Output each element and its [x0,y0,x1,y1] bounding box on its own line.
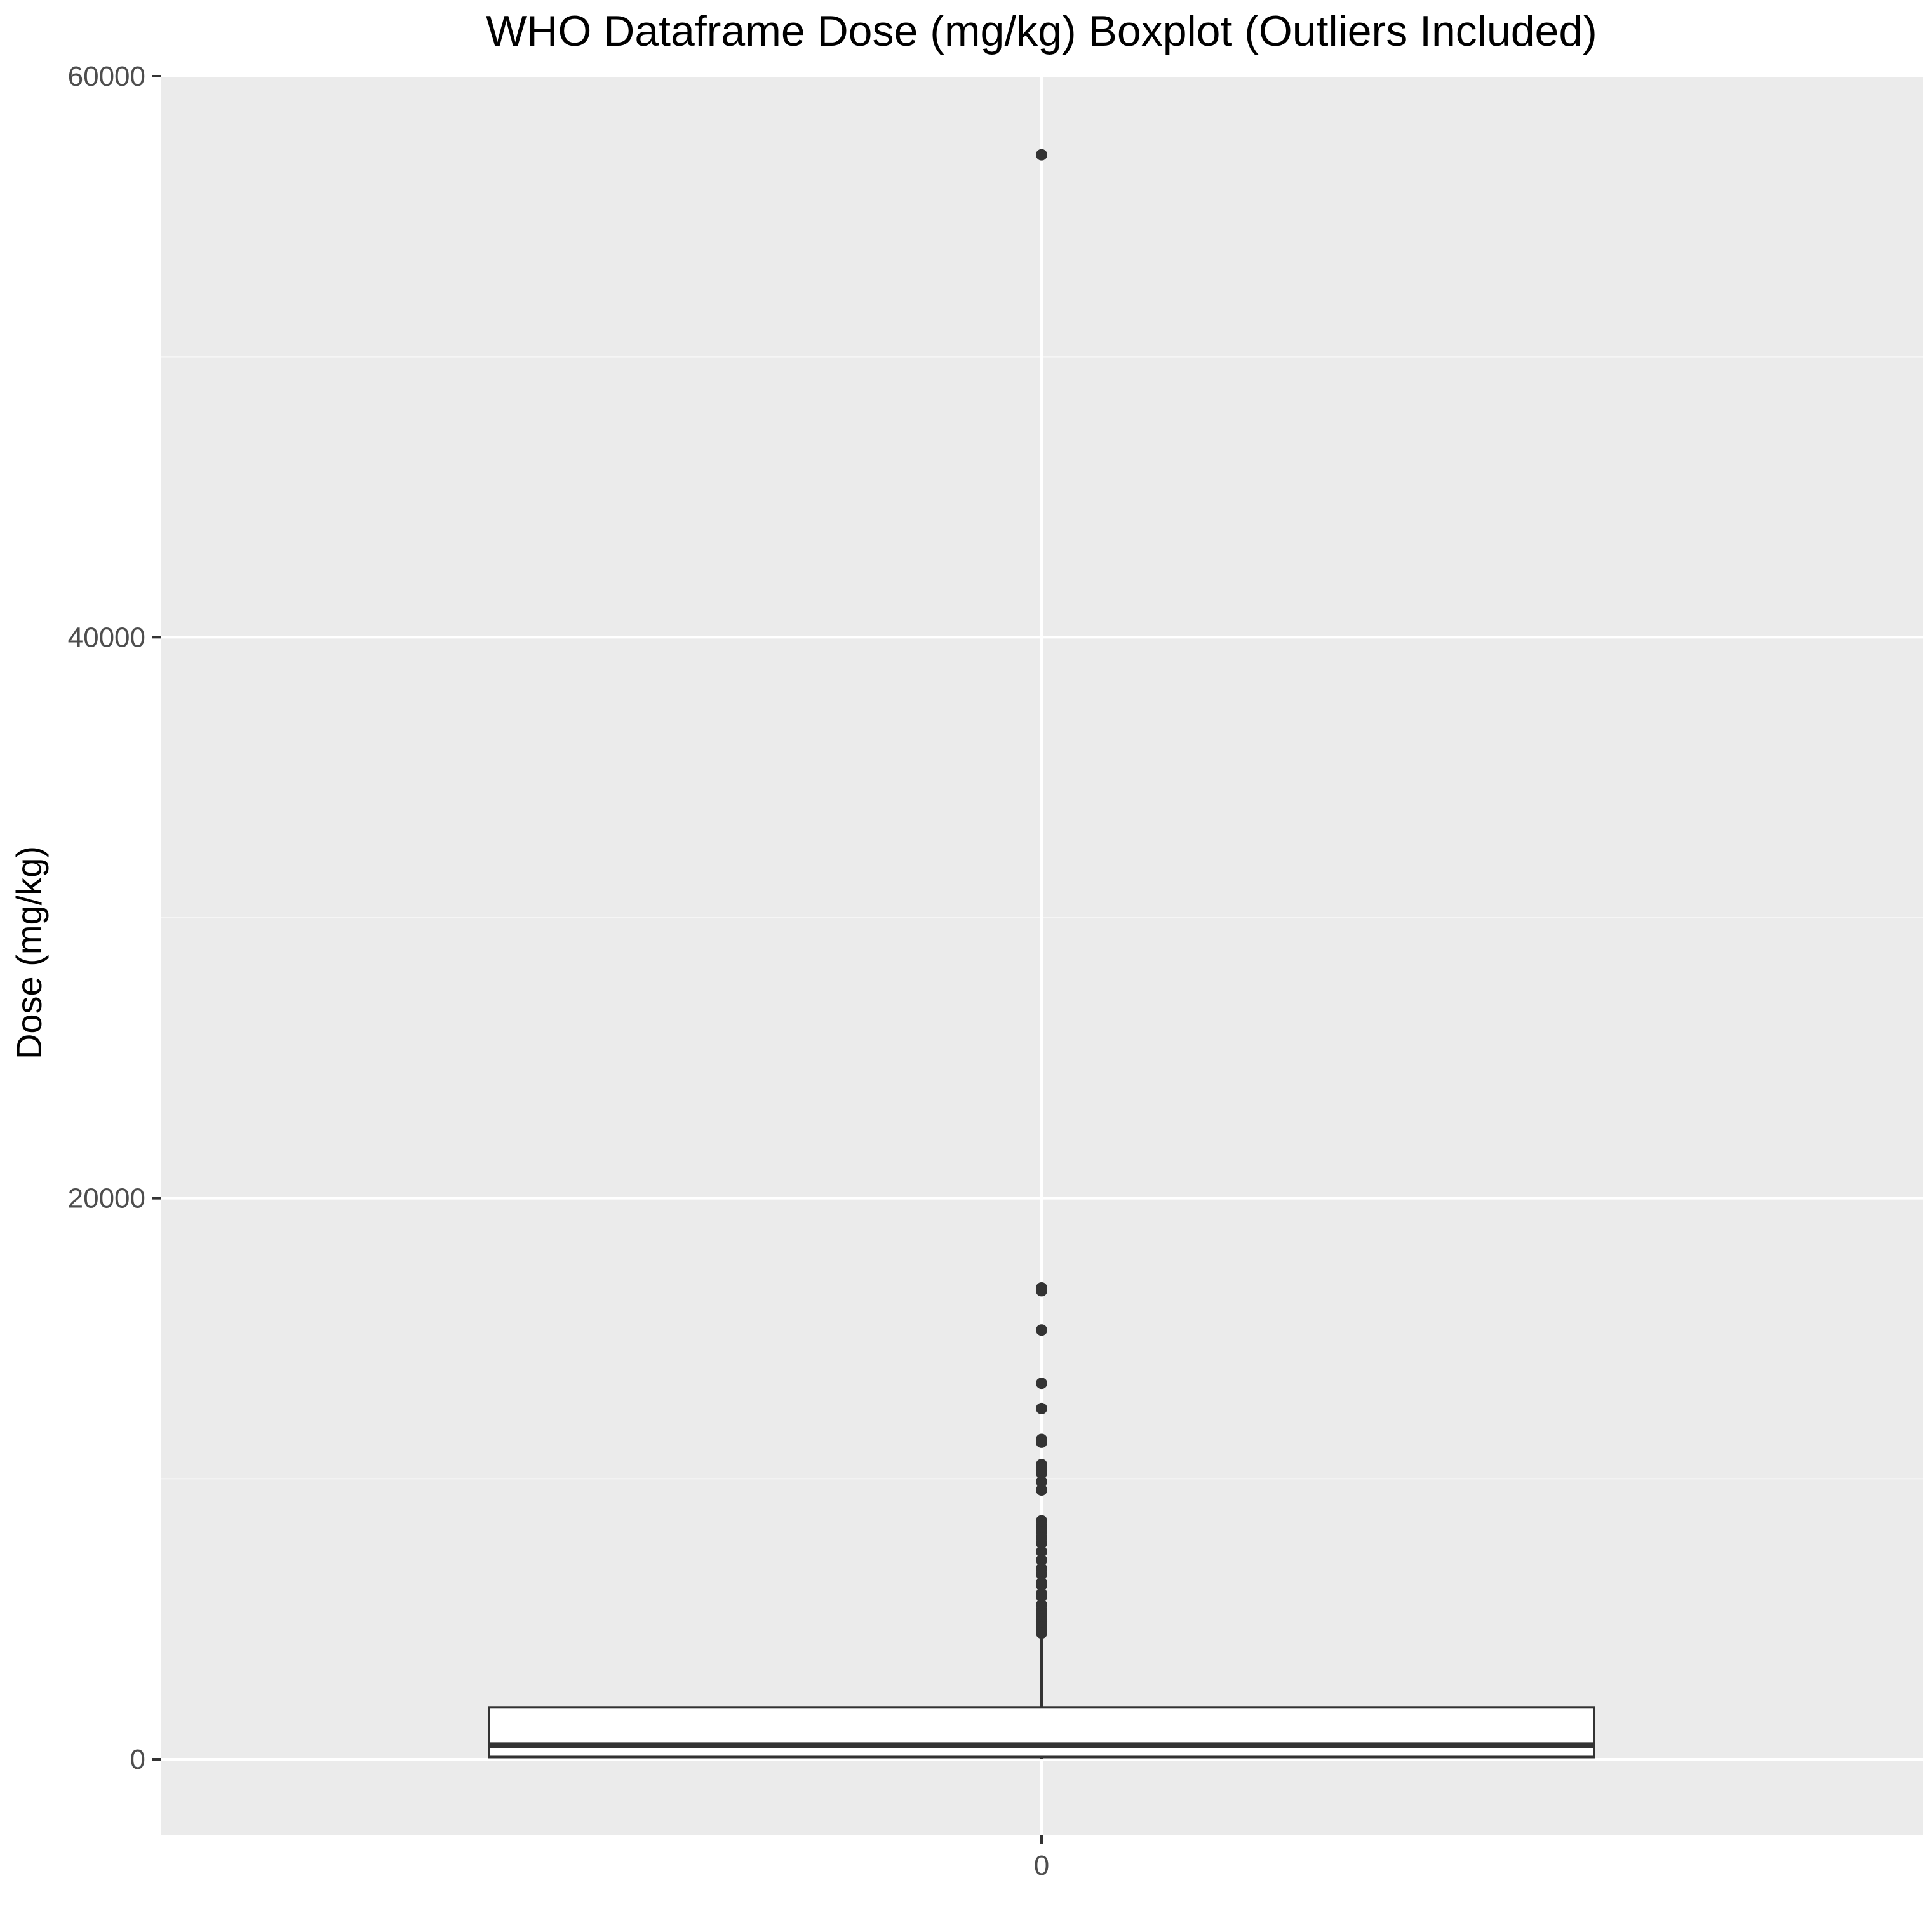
x-tick-label: 0 [1034,1850,1049,1881]
y-tick-label: 60000 [68,61,145,92]
outlier-point [1036,1546,1047,1558]
outlier-point [1036,1378,1047,1390]
outlier-point [1036,1475,1047,1487]
outlier-point [1036,1467,1047,1479]
outlier-point [1036,1627,1047,1639]
outlier-point [1036,1554,1047,1566]
outlier-point [1036,1436,1047,1448]
outlier-points [1036,149,1047,1639]
box-iqr [488,1706,1595,1759]
outlier-point [1036,1580,1047,1592]
outlier-point [1036,1324,1047,1336]
outlier-point [1036,1590,1047,1602]
axes: 0 20000 40000 60000 0 [68,61,1050,1881]
outlier-point [1036,1568,1047,1580]
outlier-point [1036,1537,1047,1549]
outlier-point [1036,1285,1047,1297]
y-axis-label: Dose (mg/kg) [9,846,49,1059]
y-tick-label: 0 [130,1744,145,1775]
chart-title: WHO Dataframe Dose (mg/kg) Boxplot (Outl… [486,7,1597,55]
outlier-point [1036,1484,1047,1496]
y-tick-label: 20000 [68,1183,145,1214]
y-tick-label: 40000 [68,622,145,653]
outlier-point [1036,149,1047,161]
outlier-point [1036,1402,1047,1414]
box-group [488,1637,1595,1759]
